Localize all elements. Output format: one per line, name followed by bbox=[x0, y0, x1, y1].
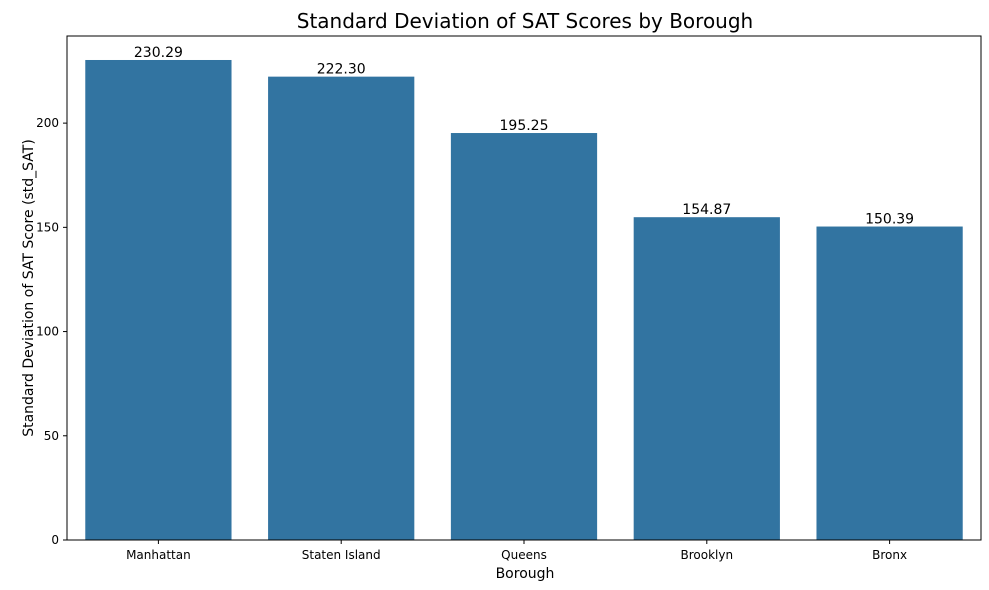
y-tick-label: 100 bbox=[36, 325, 59, 339]
y-tick-label: 0 bbox=[51, 533, 59, 547]
plot-frame bbox=[66, 35, 982, 541]
plot-area: 230.29 Manhattan 222.30 Staten Island 195.25… bbox=[36, 35, 982, 562]
data-label: 154.87 bbox=[682, 202, 731, 218]
x-tick-label: Bronx bbox=[872, 548, 907, 562]
bar bbox=[816, 226, 963, 540]
bar bbox=[633, 217, 780, 541]
data-label: 230.29 bbox=[134, 45, 183, 61]
x-tick-label: Staten Island bbox=[302, 548, 381, 562]
chart-title: Standard Deviation of SAT Scores by Boro… bbox=[297, 9, 753, 33]
y-axis-label: Standard Deviation of SAT Score (std_SAT… bbox=[21, 139, 37, 437]
bar bbox=[450, 133, 598, 541]
x-tick-label: Brooklyn bbox=[681, 548, 734, 562]
x-tick-label: Manhattan bbox=[126, 548, 191, 562]
bar bbox=[85, 59, 232, 541]
x-tick-label: Queens bbox=[501, 548, 547, 562]
data-label: 195.25 bbox=[500, 118, 549, 134]
data-label: 150.39 bbox=[865, 212, 914, 228]
y-tick-label: 50 bbox=[44, 429, 59, 443]
y-tick-label: 200 bbox=[36, 116, 59, 130]
x-axis-label: Borough bbox=[496, 566, 555, 582]
data-label: 222.30 bbox=[317, 62, 366, 78]
bar bbox=[268, 76, 415, 540]
y-tick-label: 150 bbox=[36, 220, 59, 234]
